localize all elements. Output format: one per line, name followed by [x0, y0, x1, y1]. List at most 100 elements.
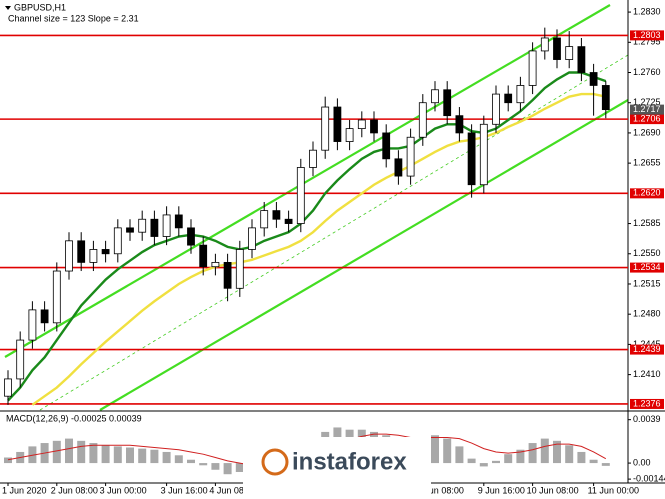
macd-bar — [162, 451, 171, 464]
macd-bar — [65, 438, 73, 464]
candle-body — [211, 261, 220, 268]
candle-body — [589, 72, 598, 86]
candle-body — [601, 85, 610, 111]
candle-body — [443, 89, 452, 117]
level-label: 1.2706 — [633, 113, 661, 123]
candle-body — [65, 240, 73, 272]
macd-label: MACD(12,26,9) -0.00025 0.00039 — [6, 413, 142, 423]
candle-body — [272, 210, 281, 220]
level-label: 1.2803 — [633, 30, 661, 40]
level-label: 1.2376 — [633, 398, 661, 408]
candle-body — [565, 46, 574, 60]
macd-bar — [89, 443, 98, 464]
x-tick-label: 4 Jun 08:00 — [209, 485, 256, 495]
logo-icon — [261, 448, 289, 476]
macd-bar — [479, 463, 488, 467]
macd-bar — [199, 463, 208, 466]
level-label-box — [630, 114, 664, 125]
candle-body — [345, 128, 354, 142]
candle-body — [28, 309, 37, 341]
candle-body — [577, 46, 586, 73]
macd-bar — [504, 454, 513, 464]
candle-body — [101, 249, 110, 255]
candle-body — [382, 132, 391, 160]
x-tick-label: 10 Jun 08:00 — [527, 485, 579, 495]
candle-body — [199, 244, 208, 268]
candle-body — [467, 132, 476, 186]
macd-bar — [4, 457, 12, 464]
candle-body — [260, 210, 269, 229]
candle-body — [16, 339, 25, 380]
y-tick-label: 1.2795 — [633, 37, 661, 47]
candle-body — [406, 136, 415, 177]
y-tick-label: 1.2410 — [633, 369, 661, 379]
candle-body — [174, 214, 183, 229]
plot: 1.2830 1.2795 1.2760 1.2725 1.2690 1.2655 1.25… — [0, 6, 665, 495]
macd-bar — [28, 446, 37, 464]
candle-body — [89, 249, 98, 263]
level-label-box — [630, 30, 664, 41]
level-label: 1.2620 — [633, 188, 661, 198]
y-tick-label: 1.2585 — [633, 218, 661, 228]
y-tick-label: 0.0039 — [633, 414, 661, 424]
macd-bar — [540, 438, 549, 464]
macd-bar — [138, 448, 147, 464]
macd-bar — [467, 458, 476, 464]
macd-bar — [126, 447, 134, 464]
channel — [4, 4, 629, 411]
x-tick-label: 9 Jun 16:00 — [478, 485, 525, 495]
candle-body — [394, 158, 403, 177]
y-tick-label: 1.2760 — [633, 67, 661, 77]
y-tick-label: 0.00 — [633, 457, 651, 467]
macd-bar — [187, 459, 195, 464]
macd-bar — [150, 449, 159, 464]
macd-bar — [528, 443, 537, 464]
x-tick-label: 1 Jun 2020 — [2, 485, 47, 495]
x-tick-label: 9 Jun 08:00 — [417, 485, 464, 495]
logo-text: instaforex — [292, 448, 407, 475]
candle-body — [321, 106, 330, 151]
macd-bar — [565, 445, 574, 464]
moving-average — [7, 71, 607, 402]
candle-body — [284, 218, 293, 224]
macd-bar — [235, 463, 244, 472]
channel-info: Channel size = 123 Slope = 2.31 — [8, 13, 139, 23]
candle-body — [223, 261, 232, 289]
y-tick-label: 1.2830 — [633, 6, 661, 16]
macd-bar — [174, 455, 183, 464]
logo: instaforex — [243, 437, 431, 499]
macd-bar — [52, 440, 61, 464]
candle-body — [528, 50, 537, 86]
candle-body — [162, 214, 171, 237]
candle-body — [553, 37, 561, 60]
candle-body — [235, 249, 244, 289]
level-label-box — [630, 344, 664, 355]
y-tick-label: 1.2690 — [633, 127, 661, 137]
channel-upper — [4, 4, 611, 358]
level-label: 1.2534 — [633, 262, 661, 272]
y-tick-label: 1.2515 — [633, 278, 661, 288]
y-tick-label: 1.2655 — [633, 158, 661, 168]
macd-bar — [455, 446, 464, 464]
candle-body — [370, 119, 378, 134]
candle-body — [248, 227, 256, 250]
last-price-label: 1.2717 — [633, 104, 661, 114]
candle-body — [479, 123, 488, 186]
header-icon — [5, 6, 11, 10]
candle-body — [418, 102, 427, 138]
candle-body — [126, 227, 134, 233]
candle-body — [296, 167, 305, 224]
logo-box — [243, 437, 431, 499]
macd-bar — [113, 446, 122, 464]
level-label-box — [630, 188, 664, 199]
channel-middle — [39, 54, 629, 411]
candle-body — [333, 106, 342, 142]
macd-bar — [443, 438, 452, 464]
candle-body — [540, 37, 549, 52]
y-tick-label: -0.00144 — [633, 473, 665, 483]
macd-bar — [211, 463, 220, 470]
x-tick-label: 3 Jun 16:00 — [161, 485, 208, 495]
candle-body — [40, 309, 49, 324]
